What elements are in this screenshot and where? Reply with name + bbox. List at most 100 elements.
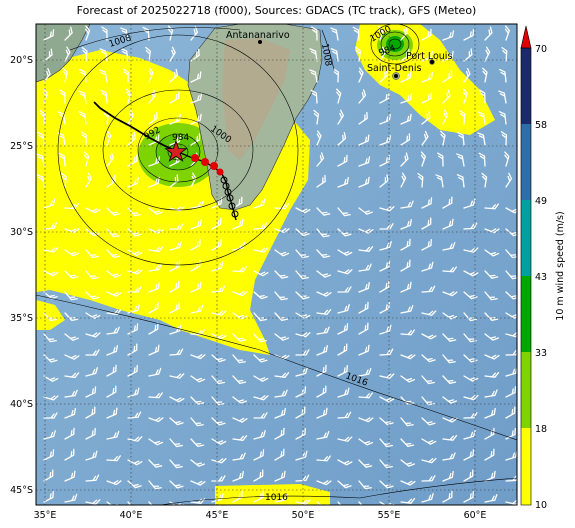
- wind-barb: [505, 386, 517, 398]
- wind-barb: [462, 88, 468, 104]
- wind-barb: [505, 474, 517, 482]
- wind-barb: [36, 174, 45, 188]
- wind-barb: [379, 438, 393, 448]
- wind-barb: [484, 333, 500, 341]
- wind-barb: [106, 345, 118, 356]
- wind-barb: [421, 197, 433, 209]
- wind-barb: [358, 344, 370, 356]
- wind-barb: [127, 228, 142, 237]
- wind-barb: [358, 176, 370, 188]
- wind-barb: [442, 396, 458, 404]
- wind-barb: [85, 291, 100, 300]
- wind-barb: [484, 249, 500, 257]
- wind-barb: [316, 291, 332, 297]
- lat-tick-label: 35°S: [10, 313, 33, 324]
- wind-barb: [274, 249, 290, 257]
- wind-barb: [127, 501, 141, 505]
- lat-tick-label: 25°S: [10, 141, 33, 152]
- wind-barb: [43, 333, 57, 343]
- wind-barb: [148, 459, 163, 468]
- wind-barb: [190, 200, 204, 209]
- wind-barb: [169, 241, 182, 251]
- wind-barb: [379, 241, 392, 251]
- wind-barb: [57, 132, 66, 146]
- wind-barb: [64, 354, 80, 360]
- wind-barb: [400, 93, 413, 104]
- past-storm-track: [93, 101, 177, 152]
- wind-barb: [127, 343, 138, 356]
- wind-barb: [435, 174, 444, 188]
- wind-barb: [379, 223, 394, 230]
- wind-barb: [421, 72, 434, 83]
- lat-tick-label: 20°S: [10, 55, 33, 66]
- isobar-label: 984: [172, 133, 189, 143]
- wind-barb: [232, 333, 247, 342]
- wind-barb: [211, 238, 222, 251]
- wind-barb: [148, 263, 162, 272]
- wind-barb: [99, 48, 108, 62]
- colorbar-label: 10 m wind speed (m/s): [555, 211, 566, 320]
- colorbar-tick: 18: [535, 424, 547, 435]
- wind-barb: [379, 396, 395, 403]
- wind-barb: [43, 270, 59, 277]
- wind-barb: [274, 291, 288, 301]
- wind-barb: [309, 69, 318, 83]
- wind-barb: [274, 203, 289, 210]
- wind-barb: [85, 207, 101, 214]
- wind-barb: [437, 152, 444, 167]
- lat-tick-label: 40°S: [10, 399, 33, 410]
- wind-barb: [106, 270, 121, 278]
- wind-barb: [127, 249, 143, 256]
- wind-barb: [127, 480, 142, 489]
- wind-barb: [106, 480, 122, 486]
- wind-barb: [358, 246, 374, 252]
- wind-barb: [120, 27, 129, 41]
- colorbar-tick: 49: [535, 196, 547, 207]
- isobar-label: 1016: [265, 493, 288, 503]
- wind-barb: [337, 176, 349, 188]
- wind-barb: [355, 46, 362, 62]
- colorbar-tick: 33: [535, 348, 547, 359]
- wind-barb: [274, 270, 289, 279]
- wind-barb: [211, 285, 226, 293]
- wind-barb: [169, 135, 182, 146]
- wind-barb: [337, 387, 350, 398]
- wind-barb: [190, 238, 201, 251]
- wind-barb: [379, 113, 391, 125]
- wind-barb: [421, 457, 437, 464]
- wind-barb: [463, 291, 478, 300]
- wind-barb: [211, 310, 227, 316]
- wind-barb: [499, 68, 507, 83]
- wind-barb: [61, 172, 67, 188]
- wind-barb: [43, 395, 59, 401]
- wind-barb: [274, 448, 285, 461]
- wind-barb: [169, 396, 185, 403]
- wind-barb: [313, 109, 320, 125]
- wind-barb: [400, 375, 416, 383]
- wind-barb: [484, 494, 498, 503]
- wind-barb: [169, 459, 183, 469]
- wind-barb: [358, 134, 370, 146]
- wind-barb: [421, 50, 433, 62]
- wind-barb: [145, 46, 151, 62]
- wind-barb: [484, 389, 498, 398]
- wind-barb: [190, 93, 203, 104]
- wind-barb: [484, 407, 496, 419]
- wind-barb: [190, 71, 202, 83]
- wind-barb: [500, 131, 508, 146]
- lat-tick-label: 45°S: [10, 485, 33, 496]
- wind-barb: [421, 130, 429, 146]
- wind-barb: [106, 174, 116, 188]
- wind-barb: [232, 452, 246, 461]
- city-label-antananarivo: Antananarivo: [226, 30, 290, 41]
- wind-barb: [358, 263, 372, 272]
- wind-barb: [484, 203, 499, 210]
- wind-barb: [379, 373, 395, 379]
- wind-barb: [421, 217, 432, 230]
- wind-speed-colorbar: 10 18 33 43 49 58 70 10 m wind speed (m/…: [520, 25, 566, 511]
- wind-barb: [64, 333, 79, 341]
- wind-barb: [253, 270, 269, 277]
- wind-barb: [148, 246, 164, 253]
- wind-barb: [463, 247, 479, 253]
